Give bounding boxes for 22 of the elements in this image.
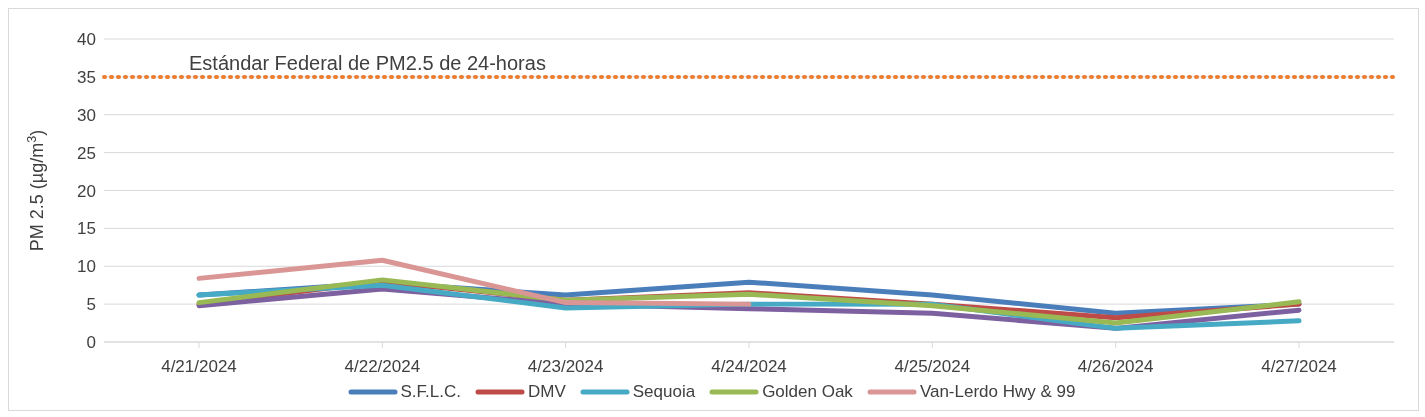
- y-tick-label: 10: [77, 257, 96, 277]
- ref-line-label: Estándar Federal de PM2.5 de 24-horas: [189, 52, 546, 75]
- y-tick-label: 0: [86, 333, 96, 353]
- x-tick-label: 4/26/2024: [1077, 357, 1154, 377]
- x-tick-label: 4/21/2024: [161, 357, 237, 377]
- x-tick-label: 4/25/2024: [894, 357, 971, 377]
- x-tick-label: 4/23/2024: [527, 357, 604, 377]
- y-tick-label: 15: [77, 219, 96, 239]
- y-tick-label: 35: [77, 67, 96, 87]
- x-tick-label: 4/27/2024: [1261, 357, 1337, 377]
- legend-label: Golden Oak: [761, 382, 853, 402]
- y-tick-label: 20: [77, 181, 96, 201]
- y-tick-label: 30: [77, 105, 96, 125]
- legend-label: Sequoia: [631, 382, 696, 402]
- x-tick-label: 4/24/2024: [711, 357, 787, 377]
- legend-label: Van-Lerdo Hwy & 99: [918, 382, 1076, 402]
- x-tick-label: 4/22/2024: [344, 357, 421, 377]
- y-tick-label: 40: [77, 30, 96, 50]
- legend-label: S.F.L.C.: [399, 382, 461, 402]
- y-tick-label: 5: [86, 295, 96, 315]
- legend-label: DMV: [526, 382, 566, 402]
- y-tick-label: 25: [77, 143, 96, 163]
